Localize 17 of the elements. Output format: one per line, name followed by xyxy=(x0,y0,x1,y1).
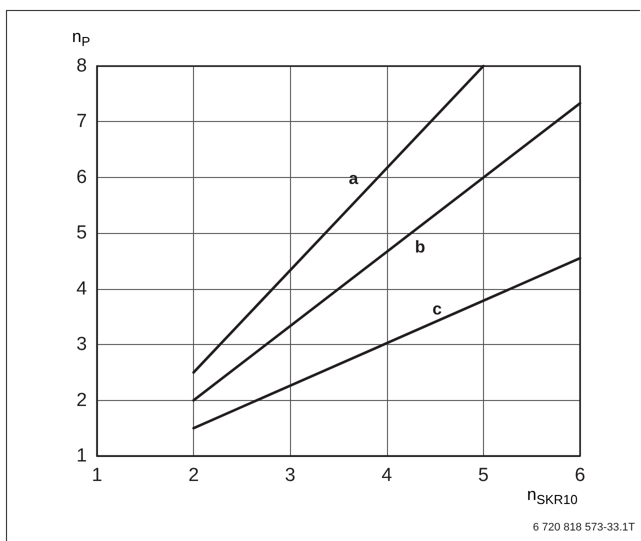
y-tick-label: 1 xyxy=(76,446,87,466)
y-tick-label: 6 xyxy=(76,166,87,188)
x-tick-label: 3 xyxy=(284,465,296,486)
x-tick-label: 5 xyxy=(478,465,489,486)
y-tick-label: 8 xyxy=(76,56,87,76)
y-tick-label: 5 xyxy=(76,222,87,244)
y-tick-label: 3 xyxy=(76,334,87,356)
series-label: c xyxy=(432,299,442,318)
x-tick-label: 2 xyxy=(188,465,199,486)
x-tick-label: 1 xyxy=(92,465,102,486)
x-tick-label: 6 xyxy=(574,465,586,486)
y-tick-label: 2 xyxy=(76,390,87,411)
x-tick-label: 4 xyxy=(382,465,393,486)
series-label: b xyxy=(414,237,426,256)
text: 6 720 818 573-33.1T xyxy=(532,522,636,534)
y-tick-label: 4 xyxy=(76,278,88,300)
y-tick-label: 7 xyxy=(76,111,87,132)
